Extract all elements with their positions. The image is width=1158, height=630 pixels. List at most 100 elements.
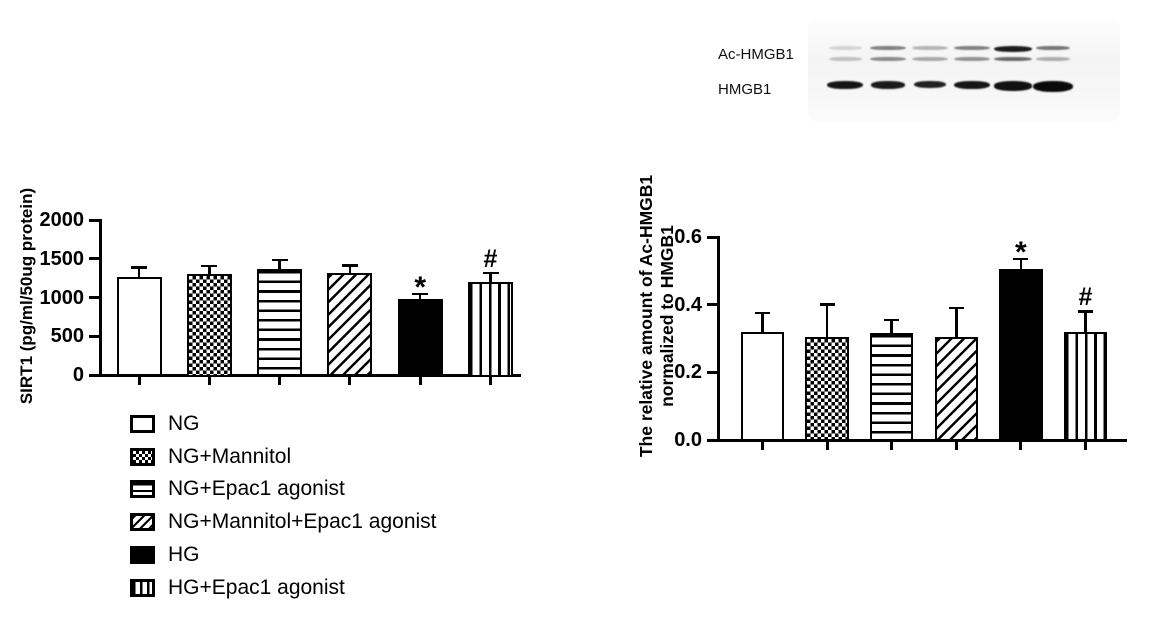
ac-hmgb1-lower-band bbox=[1036, 57, 1070, 62]
bar-ng-mannitol bbox=[186, 274, 232, 377]
y-tick-mark bbox=[88, 296, 99, 299]
ac-hmgb1-lower-band bbox=[994, 57, 1032, 62]
legend-label: NG bbox=[168, 412, 200, 435]
error-bar-line bbox=[761, 313, 764, 332]
x-axis-line bbox=[716, 438, 1127, 442]
y-tick-mark bbox=[88, 373, 99, 377]
y-tick-mark bbox=[88, 257, 99, 261]
significance-hash: # bbox=[1078, 283, 1093, 312]
legend-item-ng-mannitol-epac1-agonist: NG+Mannitol+Epac1 agonist bbox=[130, 508, 437, 536]
legend-label: NG+Epac1 agonist bbox=[168, 477, 345, 501]
legend-swatch-dlines bbox=[130, 513, 155, 532]
x-tick-mark bbox=[890, 441, 894, 450]
ac-hmgb1-upper-band bbox=[870, 46, 906, 51]
ac-hmgb1-lower-band bbox=[954, 57, 990, 62]
error-bar-line bbox=[208, 266, 211, 275]
bar-hg bbox=[999, 269, 1043, 442]
error-bar-line bbox=[137, 267, 141, 277]
error-bar-line bbox=[418, 294, 422, 300]
ac-hmgb1-upper-band bbox=[954, 46, 990, 51]
error-bar-cap bbox=[755, 311, 770, 315]
hmgb1-band bbox=[1033, 81, 1073, 92]
error-bar-cap bbox=[201, 264, 218, 268]
error-bar-line bbox=[348, 265, 352, 274]
bar-ng-epac1-agonist bbox=[257, 269, 303, 377]
legend-label: NG+Mannitol+Epac1 agonist bbox=[168, 510, 437, 534]
x-tick-mark bbox=[825, 441, 829, 450]
y-tick-mark bbox=[706, 235, 717, 239]
x-tick-mark bbox=[761, 441, 764, 450]
ac-hmgb1-lower-band bbox=[870, 57, 906, 62]
y-tick-label: 0.6 bbox=[674, 226, 702, 248]
y-tick-label: 0.2 bbox=[674, 361, 702, 384]
hmgb1-band bbox=[827, 81, 863, 89]
y-tick-mark bbox=[706, 438, 717, 442]
ac-hmgb1-upper-band bbox=[1036, 46, 1070, 51]
legend-swatch-solid bbox=[130, 545, 155, 564]
significance-hash: # bbox=[483, 245, 498, 274]
legend-item-ng-epac1-agonist: NG+Epac1 agonist bbox=[130, 475, 345, 503]
legend-label: HG+Epac1 agonist bbox=[168, 575, 345, 599]
y-tick-mark bbox=[88, 218, 99, 222]
y-tick-label: 0.0 bbox=[674, 429, 702, 451]
y-tick-label: 2000 bbox=[39, 209, 85, 231]
error-bar-cap bbox=[1078, 310, 1093, 313]
bar-ng-mannitol-epac1-agonist bbox=[934, 336, 979, 442]
ac-hmgb1-upper-band bbox=[994, 46, 1032, 52]
error-bar-line bbox=[1019, 258, 1023, 270]
error-bar-cap bbox=[412, 292, 429, 296]
error-bar-line bbox=[890, 319, 893, 334]
ac-hmgb1-upper-band bbox=[912, 46, 948, 51]
legend-label: HG bbox=[168, 542, 200, 566]
y-tick-label: 0.4 bbox=[674, 293, 702, 316]
legend-item-hg: HG bbox=[130, 541, 200, 569]
x-tick-mark bbox=[348, 376, 352, 385]
legend-item-ng: NG bbox=[130, 410, 200, 438]
error-bar-line bbox=[489, 273, 492, 282]
legend-swatch-hlines bbox=[130, 480, 155, 499]
bar-ng bbox=[740, 331, 785, 442]
bar-hg bbox=[397, 299, 443, 377]
y-tick-mark bbox=[706, 370, 717, 374]
western-blot-image bbox=[808, 20, 1120, 122]
bar-hg-epac1-agonist bbox=[1063, 331, 1108, 442]
error-bar-line bbox=[1084, 311, 1087, 332]
significance-asterisk: * bbox=[414, 271, 427, 304]
hmgb1-band bbox=[994, 81, 1032, 91]
error-bar-line bbox=[955, 308, 958, 337]
legend-item-hg-epac1-agonist: HG+Epac1 agonist bbox=[130, 574, 345, 602]
hmgb1-band bbox=[871, 81, 905, 89]
legend-swatch-checker bbox=[130, 447, 155, 466]
x-tick-mark bbox=[207, 376, 211, 385]
error-bar-cap bbox=[341, 264, 358, 267]
error-bar-cap bbox=[131, 266, 147, 269]
hmgb1-band bbox=[954, 81, 990, 89]
x-tick-mark bbox=[418, 376, 422, 385]
y-tick-mark bbox=[706, 303, 717, 307]
bar-ng-epac1-agonist bbox=[869, 333, 914, 442]
ac-hmgb1-lower-band bbox=[828, 57, 862, 62]
legend-label: NG+Mannitol bbox=[168, 444, 292, 468]
bar-hg-epac1-agonist bbox=[468, 282, 513, 377]
y-tick-label: 0 bbox=[72, 364, 84, 386]
error-bar-cap bbox=[819, 303, 835, 306]
blot-row-label-ac-hmgb1: Ac-HMGB1 bbox=[718, 46, 794, 63]
error-bar-line bbox=[825, 304, 829, 337]
x-tick-mark bbox=[1019, 441, 1023, 450]
error-bar-cap bbox=[1013, 257, 1029, 261]
y-tick-mark bbox=[88, 334, 99, 338]
bar-ng-mannitol bbox=[805, 336, 849, 442]
x-tick-mark bbox=[954, 441, 958, 450]
error-bar-cap bbox=[271, 258, 288, 262]
significance-asterisk: * bbox=[1015, 235, 1027, 269]
x-tick-mark bbox=[278, 376, 282, 385]
legend-swatch-open bbox=[130, 415, 155, 433]
blot-row-label-hmgb1: HMGB1 bbox=[718, 81, 772, 98]
error-bar-cap bbox=[884, 318, 900, 322]
legend-item-ng-mannitol: NG+Mannitol bbox=[130, 443, 291, 471]
error-bar-cap bbox=[948, 306, 964, 310]
ac-hmgb1-lower-band bbox=[912, 57, 948, 62]
